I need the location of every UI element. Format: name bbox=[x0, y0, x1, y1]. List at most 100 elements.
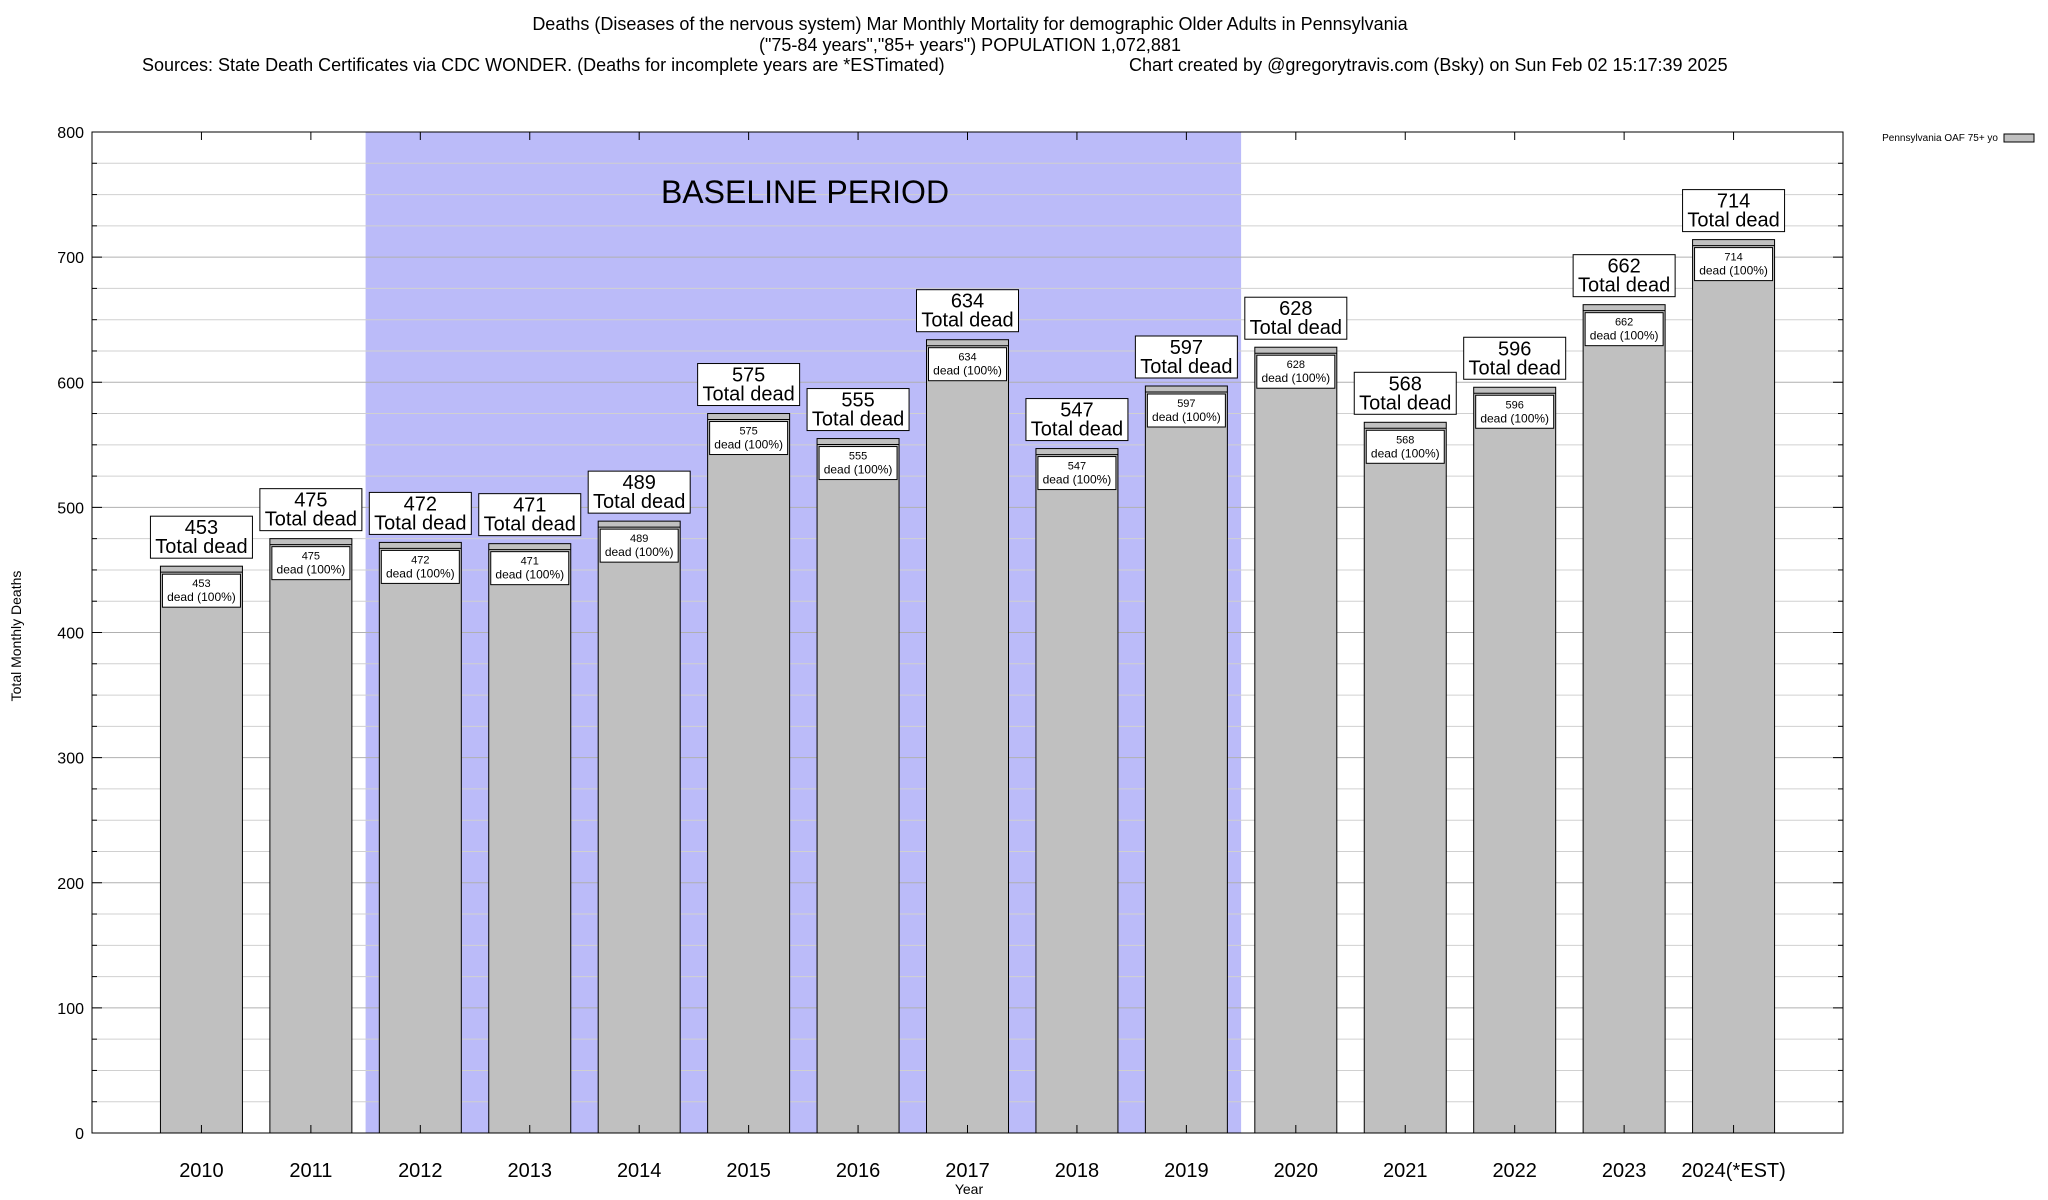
x-tick-label: 2010 bbox=[179, 1160, 224, 1182]
inner-label-value: 568 bbox=[1396, 434, 1414, 446]
total-label-value: 596 bbox=[1498, 338, 1531, 360]
inner-label-percent: dead (100%) bbox=[495, 568, 564, 582]
total-label-value: 489 bbox=[623, 472, 656, 494]
total-label-box bbox=[1025, 398, 1129, 442]
title-line-1: Deaths (Diseases of the nervous system) … bbox=[532, 14, 1408, 34]
plot-border bbox=[91, 131, 1844, 1134]
y-tick-label: 400 bbox=[57, 626, 84, 643]
total-label-text: Total dead bbox=[484, 514, 576, 536]
bar bbox=[597, 520, 681, 1134]
x-tick-label: 2015 bbox=[726, 1160, 771, 1182]
x-tick-label: 2019 bbox=[1164, 1160, 1209, 1182]
total-label-value: 628 bbox=[1279, 298, 1312, 320]
inner-label-value: 628 bbox=[1287, 359, 1305, 371]
inner-label-box bbox=[1365, 429, 1445, 464]
inner-label-value: 596 bbox=[1506, 399, 1524, 411]
total-label-box bbox=[916, 289, 1019, 333]
inner-label-box bbox=[1037, 456, 1117, 491]
inner-label-box bbox=[709, 421, 789, 456]
inner-label-box bbox=[490, 551, 570, 586]
total-label-box bbox=[149, 515, 253, 559]
x-tick-label: 2022 bbox=[1492, 1160, 1537, 1182]
total-label-value: 634 bbox=[951, 291, 984, 313]
x-tick-label: 2017 bbox=[945, 1160, 990, 1182]
y-tick-label: 500 bbox=[57, 500, 84, 517]
total-label-box bbox=[1463, 336, 1567, 380]
total-label-text: Total dead bbox=[1250, 317, 1342, 339]
inner-label-value: 489 bbox=[630, 533, 648, 545]
y-tick-label: 200 bbox=[57, 876, 84, 893]
y-tick-label: 800 bbox=[57, 125, 84, 142]
total-label-box bbox=[1244, 296, 1348, 340]
inner-label-value: 634 bbox=[958, 352, 976, 364]
inner-label-percent: dead (100%) bbox=[277, 563, 346, 577]
total-label-box bbox=[1682, 189, 1786, 233]
total-label-value: 597 bbox=[1170, 337, 1203, 359]
inner-label-value: 597 bbox=[1177, 398, 1195, 410]
total-label-value: 662 bbox=[1607, 256, 1640, 278]
total-label-text: Total dead bbox=[1578, 275, 1670, 297]
total-label-box bbox=[1353, 371, 1457, 415]
x-tick-label: 2021 bbox=[1383, 1160, 1428, 1182]
inner-label-box bbox=[1475, 394, 1555, 429]
total-label-text: Total dead bbox=[1687, 210, 1779, 232]
bar bbox=[1035, 448, 1119, 1134]
inner-label-box bbox=[271, 546, 351, 581]
bar bbox=[159, 565, 243, 1134]
inner-label-percent: dead (100%) bbox=[1261, 371, 1330, 385]
bar bbox=[926, 339, 1009, 1134]
total-label-text: Total dead bbox=[1140, 356, 1232, 378]
inner-label-percent: dead (100%) bbox=[1152, 410, 1221, 424]
y-axis-label: Total Monthly Deaths bbox=[8, 571, 24, 702]
inner-label-percent: dead (100%) bbox=[605, 545, 674, 559]
total-label-box bbox=[1572, 254, 1676, 298]
x-tick-label: 2020 bbox=[1274, 1160, 1319, 1182]
total-label-value: 475 bbox=[294, 490, 327, 512]
x-tick-label: 2011 bbox=[289, 1160, 332, 1182]
inner-label-percent: dead (100%) bbox=[386, 566, 455, 580]
total-label-value: 555 bbox=[841, 390, 874, 412]
inner-label-percent: dead (100%) bbox=[1480, 411, 1549, 425]
x-tick-label: 2012 bbox=[398, 1160, 443, 1182]
inner-label-percent: dead (100%) bbox=[1043, 473, 1112, 487]
inner-label-percent: dead (100%) bbox=[714, 438, 783, 452]
total-label-text: Total dead bbox=[812, 409, 904, 431]
inner-label-box bbox=[599, 528, 679, 563]
total-label-box bbox=[368, 491, 472, 535]
baseline-period-label: BASELINE PERIOD bbox=[661, 174, 949, 210]
bar bbox=[1144, 385, 1228, 1134]
bar bbox=[269, 538, 353, 1134]
inner-label-value: 714 bbox=[1724, 252, 1742, 264]
y-tick-label: 300 bbox=[57, 751, 84, 768]
total-label-text: Total dead bbox=[155, 536, 247, 558]
inner-label-box bbox=[161, 573, 241, 608]
bar bbox=[1473, 386, 1557, 1134]
inner-label-box bbox=[818, 446, 898, 481]
bar bbox=[707, 413, 791, 1134]
total-label-box bbox=[806, 388, 910, 432]
inner-label-box bbox=[928, 347, 1007, 382]
inner-label-value: 575 bbox=[739, 426, 757, 438]
title-line-2: ("75-84 years","85+ years") POPULATION 1… bbox=[759, 35, 1181, 55]
inner-label-value: 471 bbox=[521, 556, 539, 568]
inner-label-value: 453 bbox=[192, 578, 210, 590]
total-label-box bbox=[587, 470, 691, 514]
total-label-text: Total dead bbox=[1031, 419, 1123, 441]
x-tick-label: 2018 bbox=[1055, 1160, 1100, 1182]
inner-label-value: 662 bbox=[1615, 317, 1633, 329]
bar bbox=[1692, 239, 1776, 1134]
x-tick-label: 2016 bbox=[836, 1160, 881, 1182]
y-tick-label: 700 bbox=[57, 250, 84, 267]
inner-label-percent: dead (100%) bbox=[933, 364, 1002, 378]
x-tick-label: 2023 bbox=[1602, 1160, 1647, 1182]
inner-label-percent: dead (100%) bbox=[1699, 264, 1768, 278]
plot-area: BASELINE PERIOD 0 100 200 300 400 500 600 700 800… bbox=[57, 125, 1844, 1182]
inner-label-percent: dead (100%) bbox=[824, 463, 893, 477]
inner-label-box bbox=[380, 549, 460, 584]
total-label-value: 453 bbox=[185, 517, 218, 539]
total-label-value: 471 bbox=[513, 495, 546, 517]
inner-label-value: 472 bbox=[411, 554, 429, 566]
inner-label-box bbox=[1146, 393, 1226, 428]
total-label-text: Total dead bbox=[921, 310, 1013, 332]
